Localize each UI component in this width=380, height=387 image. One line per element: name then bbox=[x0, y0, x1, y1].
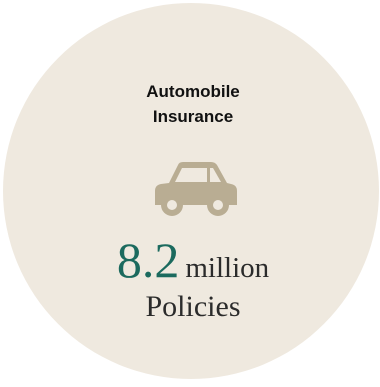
card-title-line-1: Automobile bbox=[146, 82, 240, 101]
stat-card-circle: Automobile Insurance 8.2 million Policies bbox=[3, 3, 379, 379]
stat-value: 8.2 bbox=[116, 232, 180, 288]
stat-unit: million bbox=[185, 252, 270, 284]
stat-subtitle: Policies bbox=[145, 290, 241, 323]
stat-value-row: 8.2 million bbox=[43, 230, 343, 303]
card-title-line-2: Insurance bbox=[152, 107, 234, 126]
